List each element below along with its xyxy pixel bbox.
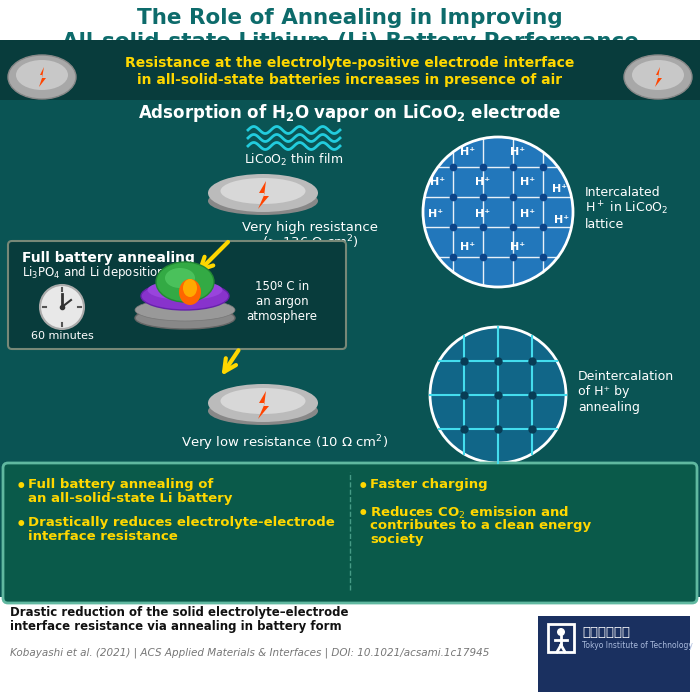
Text: Adsorption of $\mathregular{H_2O}$ vapor on $\mathregular{LiCoO_2}$ electrode: Adsorption of $\mathregular{H_2O}$ vapor… — [139, 102, 561, 124]
Text: society: society — [370, 533, 424, 546]
Circle shape — [40, 285, 84, 329]
Ellipse shape — [632, 60, 684, 90]
Text: H⁺: H⁺ — [428, 209, 444, 219]
Text: •: • — [358, 505, 369, 523]
Text: an all-solid-state Li battery: an all-solid-state Li battery — [28, 492, 232, 505]
Bar — [0, 90, 700, 100]
Ellipse shape — [141, 282, 229, 310]
Bar — [548, 624, 574, 652]
Text: 60 minutes: 60 minutes — [31, 331, 93, 341]
Text: lattice: lattice — [585, 218, 624, 230]
Text: 東京工業大学: 東京工業大学 — [582, 626, 630, 638]
Text: H$^+$ in LiCoO$_2$: H$^+$ in LiCoO$_2$ — [585, 199, 668, 217]
Text: H⁺: H⁺ — [430, 177, 446, 187]
Ellipse shape — [183, 279, 197, 297]
Ellipse shape — [179, 279, 201, 305]
Text: contributes to a clean energy: contributes to a clean energy — [370, 519, 591, 532]
Ellipse shape — [208, 397, 318, 425]
Text: Drastic reduction of the solid electrolyte–electrode: Drastic reduction of the solid electroly… — [10, 606, 349, 619]
Text: •: • — [358, 478, 369, 496]
Bar — [0, 90, 700, 605]
Text: H⁺: H⁺ — [554, 215, 570, 225]
Ellipse shape — [624, 55, 692, 99]
Text: Intercalated: Intercalated — [585, 186, 661, 199]
Text: 150º C in
an argon
atmosphere: 150º C in an argon atmosphere — [246, 280, 318, 323]
FancyBboxPatch shape — [8, 241, 346, 349]
Text: in all-solid-state batteries increases in presence of air: in all-solid-state batteries increases i… — [137, 73, 563, 87]
Text: interface resistance via annealing in battery form: interface resistance via annealing in ba… — [10, 620, 342, 633]
Bar — [0, 597, 700, 700]
Text: H⁺: H⁺ — [461, 242, 475, 252]
Text: Kobayashi et al. (2021) | ACS Applied Materials & Interfaces | DOI: 10.1021/acsa: Kobayashi et al. (2021) | ACS Applied Ma… — [10, 648, 489, 659]
Ellipse shape — [220, 178, 305, 204]
Text: •: • — [16, 478, 27, 496]
Polygon shape — [39, 67, 46, 87]
Ellipse shape — [208, 174, 318, 212]
Text: LiCoO$_2$ thin film: LiCoO$_2$ thin film — [244, 152, 344, 168]
Ellipse shape — [8, 55, 76, 99]
Ellipse shape — [208, 187, 318, 215]
Circle shape — [430, 327, 566, 463]
Text: annealing: annealing — [578, 402, 640, 414]
Text: interface resistance: interface resistance — [28, 530, 178, 543]
Text: Very high resistance: Very high resistance — [242, 221, 378, 234]
Text: •: • — [16, 516, 27, 534]
Bar — [538, 616, 690, 692]
Ellipse shape — [208, 384, 318, 422]
Text: Faster charging: Faster charging — [370, 478, 488, 491]
Text: Reduces CO$_2$ emission and: Reduces CO$_2$ emission and — [370, 505, 569, 521]
Bar — [0, 0, 700, 90]
FancyBboxPatch shape — [3, 463, 697, 603]
Text: H⁺: H⁺ — [520, 177, 536, 187]
Text: H⁺: H⁺ — [475, 177, 491, 187]
Text: All-solid-state Lithium (Li) Battery Performance: All-solid-state Lithium (Li) Battery Per… — [62, 32, 638, 52]
Text: Li$_3$PO$_4$ and Li deposition: Li$_3$PO$_4$ and Li deposition — [22, 264, 165, 281]
Text: H⁺: H⁺ — [510, 242, 526, 252]
Text: Very low resistance (10 $\Omega$ cm$^2$): Very low resistance (10 $\Omega$ cm$^2$) — [181, 433, 388, 453]
Ellipse shape — [16, 60, 68, 90]
Circle shape — [423, 137, 573, 287]
Text: of H⁺ by: of H⁺ by — [578, 386, 629, 398]
Text: The Role of Annealing in Improving: The Role of Annealing in Improving — [137, 8, 563, 28]
Ellipse shape — [135, 307, 235, 329]
Text: Full battery annealing of: Full battery annealing of — [28, 478, 214, 491]
Text: (> 136 $\Omega$ cm$^2$): (> 136 $\Omega$ cm$^2$) — [262, 233, 358, 251]
Polygon shape — [258, 181, 269, 209]
Polygon shape — [258, 391, 269, 419]
Text: H⁺: H⁺ — [475, 209, 491, 219]
Text: Deintercalation: Deintercalation — [578, 370, 674, 382]
Text: H⁺: H⁺ — [520, 209, 536, 219]
Text: Resistance at the electrolyte-positive electrode interface: Resistance at the electrolyte-positive e… — [125, 56, 575, 70]
Text: Drastically reduces electrolyte-electrode: Drastically reduces electrolyte-electrod… — [28, 516, 335, 529]
Text: Full battery annealing: Full battery annealing — [22, 251, 195, 265]
Ellipse shape — [220, 388, 305, 414]
Text: Tokyo Institute of Technology: Tokyo Institute of Technology — [582, 641, 693, 650]
Text: H⁺: H⁺ — [552, 184, 568, 194]
Text: H⁺: H⁺ — [510, 147, 526, 157]
Polygon shape — [655, 67, 662, 87]
Ellipse shape — [165, 268, 195, 288]
Text: H⁺: H⁺ — [461, 147, 475, 157]
Ellipse shape — [148, 280, 223, 300]
Ellipse shape — [135, 299, 235, 321]
Circle shape — [557, 628, 565, 636]
Bar — [0, 40, 700, 94]
Ellipse shape — [156, 262, 214, 302]
